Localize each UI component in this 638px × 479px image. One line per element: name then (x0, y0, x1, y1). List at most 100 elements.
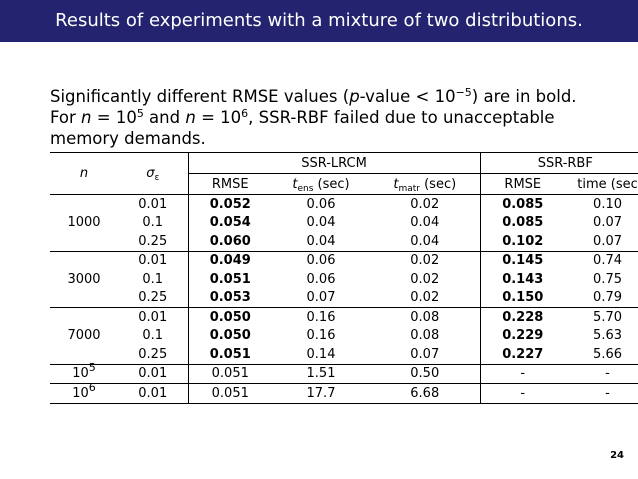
cell: 0.02 (370, 251, 481, 270)
cell: 0.143 (480, 270, 565, 289)
cell: 0.25 (118, 232, 189, 251)
cell: 5.70 (565, 308, 638, 327)
cell: 0.050 (188, 308, 272, 327)
cell-text: 0.054 (209, 215, 251, 231)
header-cell: SSR-LRCM (188, 152, 481, 174)
cell-text: 0.08 (410, 309, 440, 325)
cell: 0.75 (565, 270, 638, 289)
cell-text: 0.085 (502, 215, 544, 231)
cell-text: 0.25 (138, 233, 168, 249)
cell-text: 5.70 (593, 309, 622, 325)
text: n (81, 108, 92, 127)
text: ens (297, 183, 314, 194)
cell: 0.060 (188, 232, 272, 251)
cell-text: 10 (72, 385, 89, 401)
cell: 0.051 (188, 364, 272, 384)
cell-text: 0.06 (306, 271, 336, 287)
row: 0.01 0.052 0.06 0.02 0.085 0.10 (50, 194, 638, 214)
cell: 1.51 (272, 364, 370, 384)
cell-text: 5.63 (593, 328, 622, 344)
cell-text: 0.102 (502, 233, 544, 249)
cell-text: 0.085 (502, 196, 544, 212)
text: Significantly different RMSE values ( (50, 87, 350, 106)
cell-text: 0.07 (593, 215, 622, 231)
text: -value < 10 (359, 87, 456, 106)
cell: 0.50 (370, 364, 481, 384)
cell: 0.06 (272, 251, 370, 270)
cell: 6.68 (370, 383, 481, 403)
cell: 0.07 (565, 232, 638, 251)
cell: - (565, 384, 638, 404)
cell-text: 0.04 (410, 215, 440, 231)
cell: 0.16 (272, 308, 370, 327)
cell: 0.25 (118, 288, 189, 308)
text: 5 (136, 107, 144, 120)
cell-text: - (520, 366, 526, 382)
header-row: n σε SSR-LRCM SSR-RBF (50, 152, 638, 195)
cell-text: 0.04 (410, 233, 440, 249)
cell: 0.050 (188, 327, 272, 346)
cell: 0.085 (480, 195, 565, 214)
cell-text: 0.060 (209, 233, 251, 249)
row: 106 0.01 0.051 17.7 6.68 - - (50, 382, 638, 404)
header-cell: tmatr (sec) (370, 173, 481, 195)
cell-text: 0.050 (209, 309, 251, 325)
cell: 0.054 (188, 214, 272, 233)
cell: 0.04 (272, 214, 370, 233)
results-table: n σε SSR-LRCM SSR-RBF RMSE tens (sec) tm… (50, 152, 638, 404)
cell: 0.085 (480, 214, 565, 233)
n-cell (50, 232, 118, 251)
header-cell: time (sec (565, 174, 638, 195)
cell: 0.07 (370, 345, 481, 364)
cell: 0.74 (565, 251, 638, 270)
cell-text: 0.14 (306, 346, 336, 362)
cell-text: 5.66 (593, 346, 622, 362)
cell-text: 0.04 (306, 233, 336, 249)
cell-text: 0.01 (138, 196, 168, 212)
cell: 0.02 (370, 270, 481, 289)
row: 0.25 0.060 0.04 0.04 0.102 0.07 (50, 232, 638, 251)
cell: 0.102 (480, 232, 565, 251)
n-cell (50, 251, 118, 270)
cell: 0.25 (118, 345, 189, 364)
cell-text: 0.150 (502, 290, 544, 306)
row: 0.25 0.053 0.07 0.02 0.150 0.79 (50, 288, 638, 308)
cell-text: 0.227 (502, 346, 544, 362)
header-row: RMSE tens (sec) tmatr (sec) RMSE time (s… (50, 173, 638, 195)
cell-text: 0.053 (209, 290, 251, 306)
text: memory demands. (50, 129, 206, 148)
cell: 0.06 (272, 270, 370, 289)
cell-text: 0.75 (593, 271, 622, 287)
header-cell: n (50, 153, 118, 195)
row: 105 0.01 0.051 1.51 0.50 - - (50, 361, 638, 384)
header-cell: σε (118, 152, 189, 195)
cell-text: 10 (72, 366, 89, 382)
cell: 0.10 (565, 195, 638, 214)
header-cell: RMSE (188, 174, 272, 195)
cell-text: 0.052 (209, 196, 251, 212)
cell-text: 0.1 (142, 215, 164, 231)
cell: 0.01 (118, 307, 189, 327)
cell: 0.04 (370, 213, 481, 232)
cell: 0.07 (272, 289, 370, 308)
cell-text: 17.7 (306, 385, 336, 401)
text: SSR-LRCM (301, 155, 367, 171)
text: −5 (455, 86, 472, 99)
cell-text: 0.04 (306, 215, 336, 231)
cell: - (480, 364, 565, 384)
cell: 0.1 (118, 326, 189, 345)
text: matr (398, 183, 420, 194)
cell: 0.08 (370, 326, 481, 345)
row: 3000 0.1 0.051 0.06 0.02 0.143 0.75 (50, 270, 638, 289)
header-cell: tens (sec) (272, 174, 370, 195)
cell-text: 0.74 (593, 253, 622, 269)
row: 0.01 0.050 0.16 0.08 0.228 5.70 (50, 307, 638, 327)
cell: 0.07 (565, 214, 638, 233)
text: n (185, 108, 196, 127)
text: ε (154, 173, 160, 183)
text: (sec) (419, 176, 457, 192)
cell-text: 0.01 (138, 309, 168, 325)
cell-text: 0.50 (410, 366, 440, 382)
cell-text: 5 (88, 361, 96, 375)
